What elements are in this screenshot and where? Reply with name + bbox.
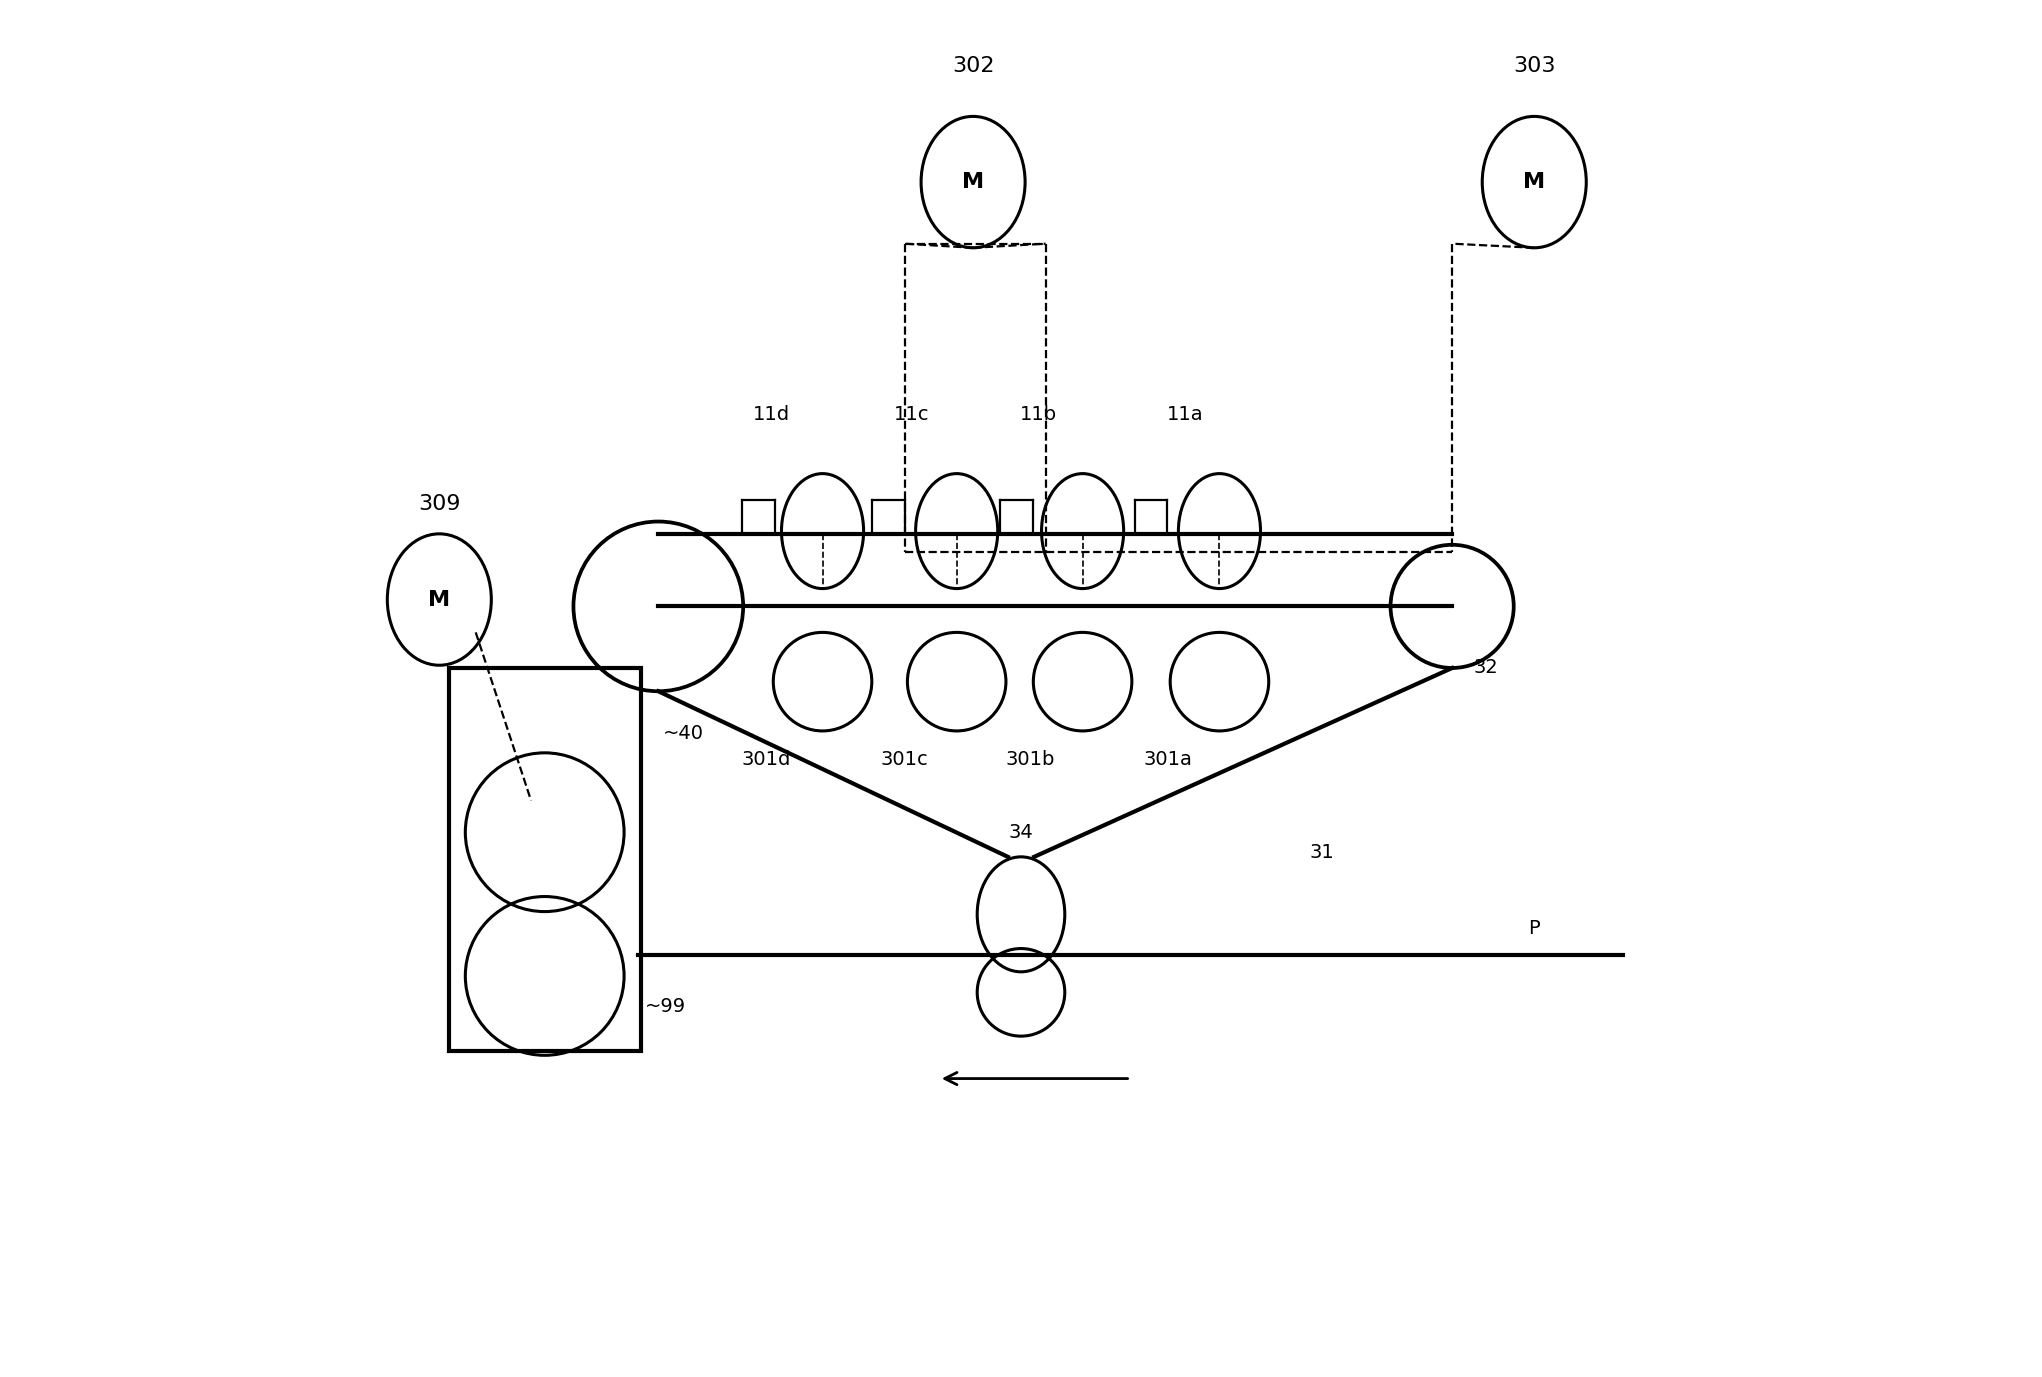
- Text: 11d: 11d: [753, 405, 790, 424]
- Text: P: P: [1529, 918, 1540, 938]
- Text: M: M: [1523, 172, 1546, 193]
- Text: 309: 309: [419, 494, 461, 514]
- Text: 301d: 301d: [741, 750, 790, 770]
- Text: 301c: 301c: [880, 750, 929, 770]
- Text: 11c: 11c: [894, 405, 929, 424]
- Text: M: M: [962, 172, 984, 193]
- Text: 34: 34: [1009, 822, 1033, 841]
- Text: 303: 303: [1513, 55, 1556, 76]
- Text: M: M: [429, 589, 451, 610]
- Text: ~99: ~99: [645, 997, 686, 1015]
- Text: ~40: ~40: [662, 724, 702, 744]
- Text: 302: 302: [952, 55, 994, 76]
- Text: 32: 32: [1474, 658, 1499, 677]
- Text: 11b: 11b: [1021, 405, 1058, 424]
- Bar: [449, 668, 641, 1051]
- Text: 11a: 11a: [1166, 405, 1203, 424]
- Text: 301b: 301b: [1007, 750, 1056, 770]
- Text: 301a: 301a: [1144, 750, 1193, 770]
- Text: 31: 31: [1309, 843, 1335, 862]
